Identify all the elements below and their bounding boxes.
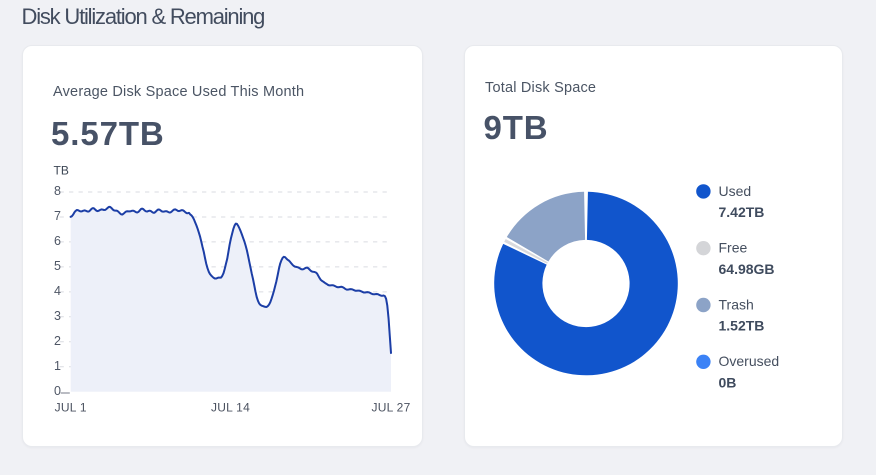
svg-text:0B: 0B [719,374,737,390]
svg-text:JUL 1: JUL 1 [55,401,87,415]
svg-text:4: 4 [54,284,61,298]
svg-text:5: 5 [54,259,61,273]
svg-text:1.52TB: 1.52TB [719,318,765,334]
svg-text:Used: Used [719,183,752,199]
svg-text:8: 8 [54,184,61,198]
svg-text:6: 6 [54,234,61,248]
svg-text:JUL 14: JUL 14 [211,401,250,415]
svg-text:Trash: Trash [719,296,754,312]
svg-text:Overused: Overused [719,353,780,369]
svg-text:3: 3 [54,309,61,323]
svg-text:Free: Free [719,240,748,256]
svg-text:64.98GB: 64.98GB [719,261,775,277]
svg-text:7.42TB: 7.42TB [719,204,765,220]
svg-text:JUL 27: JUL 27 [371,401,410,415]
svg-text:1: 1 [54,359,61,373]
svg-text:7: 7 [54,209,61,223]
svg-text:2: 2 [54,334,61,348]
svg-text:0: 0 [54,384,61,398]
svg-text:TB: TB [54,164,69,178]
